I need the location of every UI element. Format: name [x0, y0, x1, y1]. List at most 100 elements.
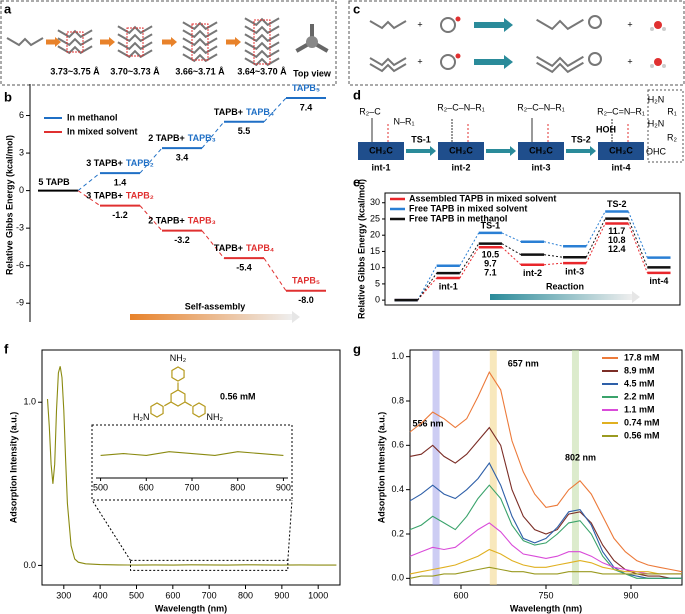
series-line — [46, 366, 337, 566]
y-axis-label: Relative Gibbs Energy (kcal/mol) — [356, 179, 366, 319]
state-label: int-3 — [532, 162, 551, 172]
panel-letter: b — [4, 89, 12, 104]
connector — [585, 223, 606, 264]
top-view-label: Top view — [293, 68, 332, 78]
connector — [417, 265, 438, 301]
step-arrow — [226, 39, 235, 45]
connector — [77, 190, 101, 207]
catalyst-label: CH₃C — [449, 145, 473, 155]
molecule-sketch — [57, 45, 93, 55]
plot-frame — [41, 349, 341, 586]
y-tick-label: 30 — [370, 197, 380, 207]
reactant-ring — [440, 17, 456, 33]
molecule-sketch — [244, 49, 280, 59]
stacking-box — [126, 27, 144, 57]
y-axis-label: Relative Gibbs Energy (kcal/mol) — [4, 135, 14, 275]
connector — [627, 211, 648, 258]
legend-label: OHC — [646, 146, 667, 156]
legend-label: 2.2 mM — [624, 391, 655, 401]
state-label: int-1 — [372, 162, 391, 172]
level-label: TAPB+ TAPB₄ — [214, 244, 274, 254]
molecule-sketch — [182, 29, 218, 39]
x-category-label: int-4 — [649, 276, 668, 286]
y-axis-label: Adsorption Intensity (a.u.) — [376, 412, 386, 524]
legend-label: 17.8 mM — [624, 352, 660, 362]
step-arrowhead — [510, 146, 516, 156]
molecule-sketch — [244, 25, 280, 35]
y-tick-label: -6 — [16, 260, 24, 270]
connector — [501, 243, 522, 256]
molecule-sketch — [117, 49, 153, 59]
fragment: R₂–C–N–R₁ — [437, 102, 485, 112]
annotation-arrowhead — [292, 311, 300, 323]
reactant-oxygen — [455, 16, 461, 22]
plot-frame — [384, 192, 681, 306]
connector — [459, 243, 480, 274]
molecule-sketch — [536, 55, 584, 68]
connector — [201, 230, 225, 259]
y-tick-label: 15 — [370, 246, 380, 256]
connector — [585, 218, 606, 258]
molecule-sketch — [6, 37, 44, 47]
x-tick-label: 500 — [93, 482, 108, 492]
y-tick-label: 0.2 — [391, 528, 404, 538]
value-label: -1.2 — [112, 210, 128, 220]
x-tick-label: 700 — [202, 590, 217, 600]
inset-connector — [91, 499, 131, 561]
plus-sign: + — [417, 56, 422, 66]
step-arrow — [566, 149, 590, 153]
annotation: Reaction — [546, 281, 584, 291]
highlight-band — [432, 350, 440, 585]
y-axis-label: Adsorption Intensity (a.u.) — [8, 412, 18, 524]
connector — [627, 218, 648, 268]
legend-label: R₁ — [667, 106, 677, 116]
connector — [543, 241, 564, 247]
panel-letter: d — [353, 87, 361, 102]
step-arrowhead — [109, 37, 115, 47]
level-product: TAPB₄ — [246, 244, 274, 254]
reaction-arrow — [474, 22, 504, 28]
value-label: 1.4 — [114, 177, 127, 187]
panel-letter: g — [353, 341, 361, 356]
value-label: -8.0 — [298, 295, 314, 305]
legend-label: 0.74 mM — [624, 417, 660, 427]
annotation-arrow — [130, 314, 292, 320]
molecule-sketch — [244, 17, 280, 27]
molecule-sketch — [117, 25, 153, 35]
product-ring — [588, 15, 602, 29]
legend-label: H₂N — [648, 118, 665, 128]
legend-label: H₂N — [648, 94, 665, 104]
x-axis-label: Wavelength (nm) — [510, 603, 582, 613]
y-tick-label: 0.6 — [391, 440, 404, 450]
molecule-sketch — [182, 45, 218, 55]
level-product: TAPB₂ — [126, 158, 154, 168]
level-label: TAPB+ TAPB₄ — [214, 107, 274, 117]
y-tick-label: 0.8 — [391, 395, 404, 405]
value-label: 5.5 — [238, 126, 251, 136]
stacking-box — [66, 31, 84, 53]
catalyst-box — [518, 142, 564, 160]
y-tick-label: 10 — [370, 262, 380, 272]
series-line — [409, 462, 682, 579]
level-prefix: TAPB+ — [214, 107, 243, 117]
connector — [544, 254, 564, 258]
molecule-sketch — [244, 57, 280, 67]
level-label: 3 TAPB+ TAPB₂ — [86, 158, 153, 168]
stacking-distance: 3.64~3.70 Å — [237, 66, 287, 76]
concentration-label: 0.56 mM — [220, 391, 256, 401]
catalyst-box — [358, 142, 404, 160]
fragment: N–R₁ — [393, 116, 414, 126]
level-product: TAPB₃ — [188, 216, 216, 226]
y-tick-label: -3 — [16, 223, 24, 233]
y-tick-label: 0 — [375, 295, 380, 305]
level-product: TAPB₂ — [126, 191, 154, 201]
panel-letter: f — [4, 341, 9, 356]
level-label: TAPB₅ — [292, 276, 320, 286]
catalyst-label: CH₃C — [609, 145, 633, 155]
legend-label: 0.56 mM — [624, 430, 660, 440]
y-tick-label: 3 — [19, 147, 24, 157]
x-tick-label: 600 — [139, 482, 154, 492]
series-line — [409, 548, 682, 575]
